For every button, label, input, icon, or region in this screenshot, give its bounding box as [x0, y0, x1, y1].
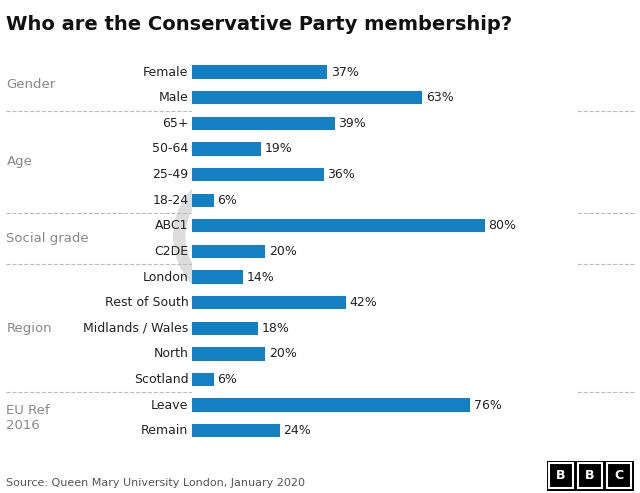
Text: London: London — [143, 271, 188, 283]
Text: C: C — [614, 469, 623, 482]
Text: 20%: 20% — [269, 348, 297, 360]
Text: 65+: 65+ — [162, 117, 188, 130]
Text: 18%: 18% — [262, 322, 289, 335]
Bar — [192, 398, 470, 412]
Text: 6%: 6% — [218, 373, 237, 386]
Text: 19%: 19% — [265, 142, 293, 155]
Bar — [192, 168, 324, 181]
Text: Male: Male — [159, 91, 188, 104]
Text: Scotland: Scotland — [134, 373, 188, 386]
Text: 39%: 39% — [339, 117, 366, 130]
Text: Leave: Leave — [151, 399, 188, 412]
Text: 6%: 6% — [218, 194, 237, 207]
Text: Remain: Remain — [141, 424, 188, 437]
Bar — [192, 347, 265, 360]
Text: North: North — [154, 348, 188, 360]
Text: Age: Age — [6, 155, 32, 168]
Text: B: B — [585, 469, 595, 482]
Bar — [192, 296, 346, 309]
Bar — [192, 219, 484, 233]
Bar — [192, 321, 258, 335]
Text: 24%: 24% — [284, 424, 311, 437]
Bar — [192, 270, 243, 283]
Text: 50-64: 50-64 — [152, 142, 188, 155]
Bar — [192, 66, 327, 79]
Text: 76%: 76% — [474, 399, 502, 412]
Text: 37%: 37% — [331, 66, 359, 79]
Bar — [192, 142, 262, 156]
FancyBboxPatch shape — [607, 463, 631, 488]
Text: 42%: 42% — [349, 296, 377, 309]
Bar — [192, 91, 422, 105]
Bar — [192, 245, 265, 258]
FancyBboxPatch shape — [578, 463, 602, 488]
Text: ABC1: ABC1 — [155, 219, 188, 232]
Bar — [192, 117, 335, 130]
Text: 63%: 63% — [426, 91, 454, 104]
Text: Rest of South: Rest of South — [104, 296, 188, 309]
Text: Social grade: Social grade — [6, 232, 89, 245]
Text: 80%: 80% — [488, 219, 516, 232]
Text: 36%: 36% — [327, 168, 355, 181]
Bar — [192, 424, 280, 437]
Text: 20%: 20% — [269, 245, 297, 258]
Bar — [192, 194, 214, 207]
Text: 18-24: 18-24 — [152, 194, 188, 207]
Text: B: B — [556, 469, 566, 482]
Text: Midlands / Wales: Midlands / Wales — [83, 322, 188, 335]
Text: Gender: Gender — [6, 78, 56, 92]
Text: EU Ref
2016: EU Ref 2016 — [6, 404, 50, 432]
FancyBboxPatch shape — [549, 463, 573, 488]
Text: 25-49: 25-49 — [152, 168, 188, 181]
Text: Female: Female — [143, 66, 188, 79]
Text: Region: Region — [6, 322, 52, 335]
Bar — [192, 373, 214, 386]
Text: C2DE: C2DE — [154, 245, 188, 258]
Text: 14%: 14% — [247, 271, 275, 283]
Text: Who are the Conservative Party membership?: Who are the Conservative Party membershi… — [6, 15, 513, 34]
Text: Source: Queen Mary University London, January 2020: Source: Queen Mary University London, Ja… — [6, 478, 305, 488]
